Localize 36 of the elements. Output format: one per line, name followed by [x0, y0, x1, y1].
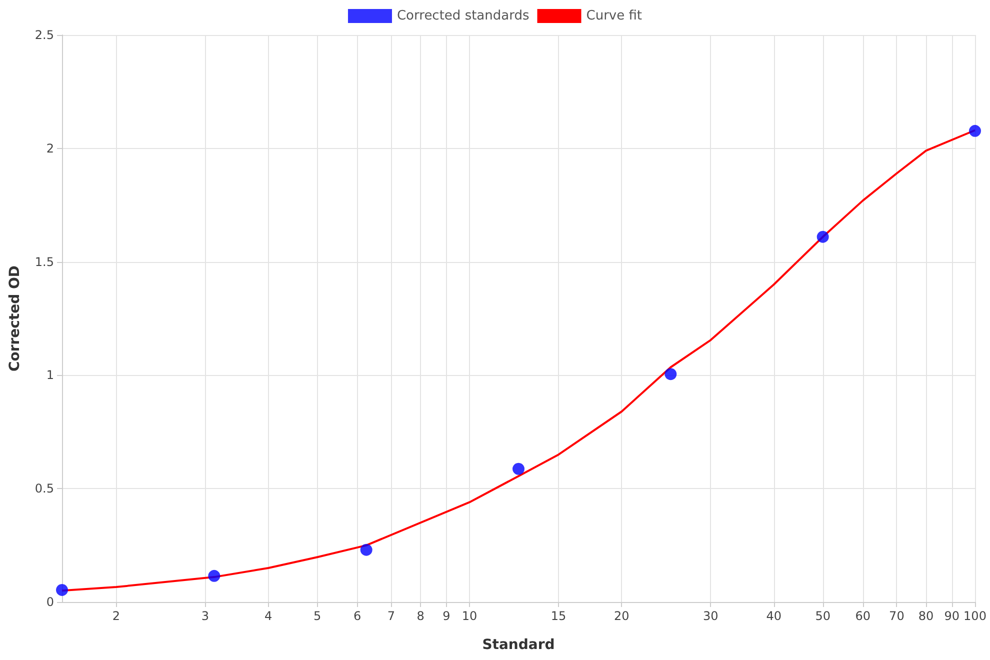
point	[664, 368, 677, 380]
y-tick-label: 1	[46, 368, 54, 382]
point	[208, 570, 220, 582]
x-axis-title: Standard	[482, 637, 555, 653]
x-tick-label: 30	[703, 609, 718, 623]
y-tick-label: 0	[46, 595, 54, 609]
y-tick-label: 2	[46, 141, 54, 156]
x-tick-label: 2	[112, 609, 120, 623]
x-tick-label: 80	[918, 609, 934, 623]
y-tick-label: 2.5	[34, 28, 54, 42]
point	[969, 124, 981, 137]
x-tick-label: 70	[889, 609, 904, 623]
point	[512, 462, 524, 475]
x-tick-label: 5	[314, 609, 322, 623]
x-tick-label: 3	[201, 609, 210, 623]
point	[816, 230, 829, 243]
x-tick-label: 4	[264, 609, 272, 623]
x-tick-label: 7	[387, 609, 396, 623]
x-tick-label: 10	[462, 609, 478, 623]
x-tick-label: 50	[815, 609, 830, 623]
x-tick-label: 20	[614, 609, 630, 623]
x-tick-label: 60	[855, 609, 870, 623]
x-tick-label: 8	[416, 609, 424, 623]
x-tick-label: 9	[442, 609, 450, 623]
legend-label: Curve fit	[586, 8, 642, 24]
x-tick-label: 6	[354, 609, 362, 623]
y-axis-title: Corrected OD	[7, 265, 23, 372]
y-tick-label: 1.5	[34, 254, 54, 269]
x-tick-label: 40	[766, 609, 782, 623]
point	[56, 584, 68, 596]
y-tick-label: 0.5	[34, 482, 54, 496]
x-tick-label: 15	[550, 609, 566, 623]
legend-label: Corrected standards	[396, 8, 530, 24]
x-tick-label: 90	[944, 609, 960, 623]
x-tick-label: 100	[964, 609, 986, 623]
point	[360, 544, 372, 556]
